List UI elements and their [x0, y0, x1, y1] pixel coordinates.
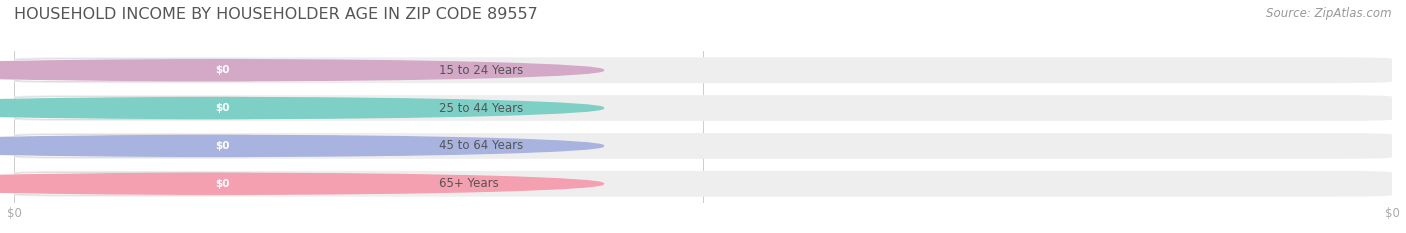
FancyBboxPatch shape: [14, 59, 256, 82]
Text: $0: $0: [215, 179, 229, 189]
Circle shape: [0, 173, 603, 194]
Circle shape: [0, 135, 603, 156]
Circle shape: [0, 98, 603, 119]
Text: $0: $0: [215, 65, 229, 75]
FancyBboxPatch shape: [193, 99, 252, 117]
FancyBboxPatch shape: [14, 135, 256, 157]
FancyBboxPatch shape: [193, 61, 252, 79]
Circle shape: [0, 60, 603, 81]
FancyBboxPatch shape: [14, 95, 1392, 121]
FancyBboxPatch shape: [14, 97, 256, 119]
Text: Source: ZipAtlas.com: Source: ZipAtlas.com: [1267, 7, 1392, 20]
FancyBboxPatch shape: [14, 171, 1392, 197]
Text: 65+ Years: 65+ Years: [439, 177, 499, 190]
Text: $0: $0: [215, 103, 229, 113]
Text: $0: $0: [215, 141, 229, 151]
FancyBboxPatch shape: [14, 57, 1392, 83]
FancyBboxPatch shape: [193, 175, 252, 193]
FancyBboxPatch shape: [14, 133, 1392, 159]
Text: 15 to 24 Years: 15 to 24 Years: [439, 64, 523, 77]
FancyBboxPatch shape: [193, 137, 252, 155]
FancyBboxPatch shape: [14, 172, 256, 195]
Text: 25 to 44 Years: 25 to 44 Years: [439, 102, 523, 115]
Text: 45 to 64 Years: 45 to 64 Years: [439, 139, 523, 152]
Text: HOUSEHOLD INCOME BY HOUSEHOLDER AGE IN ZIP CODE 89557: HOUSEHOLD INCOME BY HOUSEHOLDER AGE IN Z…: [14, 7, 538, 22]
